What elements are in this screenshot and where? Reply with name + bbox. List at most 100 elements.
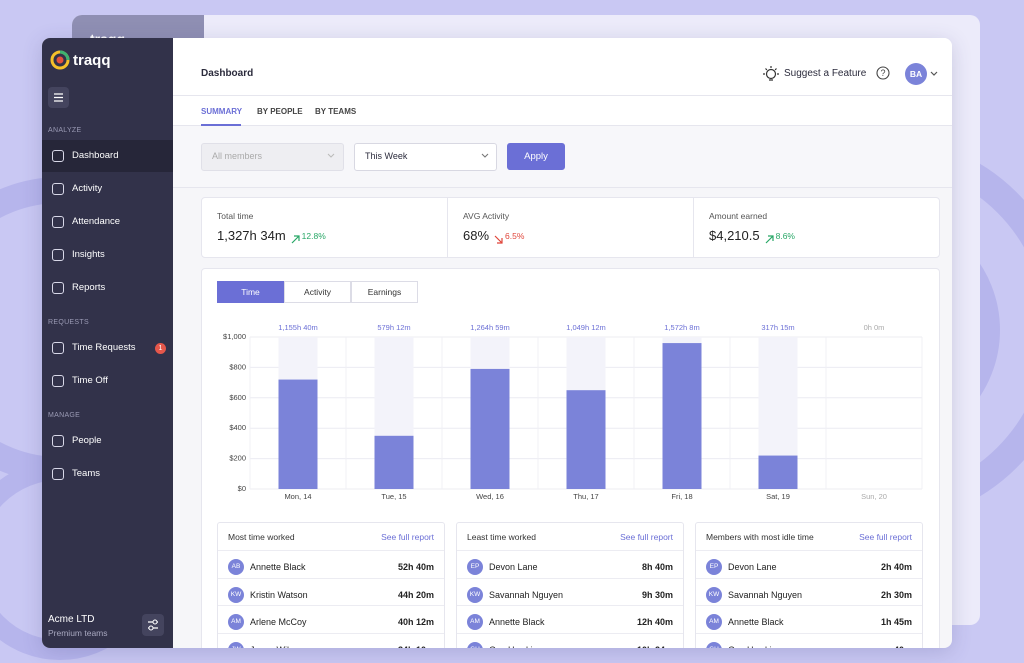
y-tick-label: $0 xyxy=(238,484,246,493)
chart-tab-box[interactable] xyxy=(217,281,284,303)
svg-text:?: ? xyxy=(880,68,885,78)
apply-button[interactable]: Apply xyxy=(507,143,565,170)
trend-arrow xyxy=(291,231,300,244)
nav-item[interactable]: Attendance xyxy=(72,216,121,227)
row-name: Savannah Nguyen xyxy=(728,589,803,600)
nav-item[interactable]: Activity xyxy=(72,183,103,194)
row-name: Annette Black xyxy=(728,617,784,627)
stat-value: 1,327h 34m xyxy=(217,228,286,243)
user-avatar[interactable]: BA xyxy=(905,63,927,85)
list-link[interactable]: See full report xyxy=(381,532,434,542)
row-time: 44h 20m xyxy=(397,589,434,600)
trend-arrow xyxy=(765,231,774,244)
row-time: 2h 30m xyxy=(880,589,912,600)
settings-button[interactable] xyxy=(142,614,164,636)
row-divider xyxy=(218,632,444,634)
list-title: Least time worked xyxy=(467,532,536,542)
list-link[interactable]: See full report xyxy=(620,532,673,542)
stat-label: AVG Activity xyxy=(463,211,510,221)
row-name: Annette Black xyxy=(489,617,545,627)
row-divider xyxy=(457,605,683,606)
row-divider xyxy=(218,550,444,551)
row-avatar: JW xyxy=(228,641,244,648)
row-avatar: EP xyxy=(467,559,483,575)
nav-item[interactable]: Time Requests xyxy=(72,342,136,353)
row-divider xyxy=(457,550,683,551)
row-avatar: GH xyxy=(706,641,722,648)
nav-item[interactable]: Reports xyxy=(72,282,106,293)
nav-item[interactable]: Time Off xyxy=(72,375,108,386)
nav-icon xyxy=(52,435,64,447)
row-name: Devon Lane xyxy=(728,562,777,572)
nav-item[interactable]: Insights xyxy=(72,249,105,260)
tab[interactable]: BY TEAMS xyxy=(315,107,357,116)
row-avatar: AM xyxy=(706,614,722,630)
row-time: 40m xyxy=(894,645,912,648)
chart-tab-box[interactable] xyxy=(284,281,351,303)
bar-top-label: 1,049h 12m xyxy=(566,323,606,332)
row-time: 9h 30m xyxy=(641,589,673,600)
logo xyxy=(50,50,70,70)
members-select[interactable] xyxy=(201,143,344,171)
bar xyxy=(566,390,606,489)
row-name: Guy Hawkins xyxy=(728,645,781,648)
nav-item[interactable]: Teams xyxy=(72,468,100,479)
list-card: Least time worked See full report EP Devon … xyxy=(456,522,684,648)
chart-tab[interactable]: Earnings xyxy=(367,287,402,297)
list-card: Most time worked See full report AB Annette… xyxy=(217,522,445,648)
nav-icon xyxy=(52,375,64,387)
menu-button[interactable] xyxy=(48,87,69,108)
row-name: Kristin Watson xyxy=(250,589,308,600)
nav-icon xyxy=(52,183,64,195)
bar-top-label: 1,155h 40m xyxy=(278,323,318,332)
period-select[interactable] xyxy=(354,143,497,171)
row-time: 34h 10m xyxy=(398,645,434,648)
section-title: ANALYZE xyxy=(48,127,82,134)
suggest-feature[interactable]: Suggest a Feature xyxy=(784,68,867,79)
row-time: 52h 40m xyxy=(397,562,434,572)
row-time: 10h 24m xyxy=(637,645,673,648)
y-tick-label: $800 xyxy=(229,362,246,371)
stat-label: Total time xyxy=(217,211,254,221)
stat-label: Amount earned xyxy=(709,211,768,221)
list-card: Members with most idle time See full repo… xyxy=(695,522,923,648)
row-avatar: KW xyxy=(467,586,483,603)
period-value: This Week xyxy=(365,151,408,161)
bar xyxy=(374,435,414,489)
x-tick-label: Sat, 19 xyxy=(766,492,790,501)
badge: 1 xyxy=(155,343,166,354)
row-avatar: AB xyxy=(228,559,244,575)
row-divider xyxy=(696,605,922,606)
bar xyxy=(662,343,702,489)
nav-item[interactable]: People xyxy=(72,435,102,446)
list-title: Members with most idle time xyxy=(706,532,814,542)
row-time: 1h 45m xyxy=(880,617,912,627)
stat-value: $4,210.5 xyxy=(709,228,760,243)
help-icon[interactable]: ? xyxy=(876,66,890,80)
tab[interactable]: SUMMARY xyxy=(201,107,243,116)
row-name: Guy Hawkins xyxy=(489,645,542,648)
chart-tab[interactable]: Time xyxy=(241,287,260,297)
nav-icon xyxy=(52,282,64,294)
row-divider xyxy=(696,577,922,579)
nav-icon xyxy=(52,150,64,162)
bar xyxy=(758,455,798,489)
row-time: 8h 40m xyxy=(641,562,673,572)
chart-tab[interactable]: Activity xyxy=(304,287,331,297)
row-divider xyxy=(457,632,683,634)
chevron xyxy=(930,71,938,76)
section-title: MANAGE xyxy=(48,412,81,419)
row-avatar: KW xyxy=(706,586,722,603)
bar-top-label: 1,572h 8m xyxy=(664,323,699,332)
chart-tab-box[interactable] xyxy=(351,281,418,303)
row-divider xyxy=(696,632,922,634)
tab[interactable]: BY PEOPLE xyxy=(257,107,303,116)
bar-top-label: 317h 15m xyxy=(761,323,794,332)
stat-change: 12.8% xyxy=(301,231,326,241)
brand: traqq xyxy=(73,52,111,69)
members-value: All members xyxy=(212,151,263,161)
x-tick-label: Mon, 14 xyxy=(284,492,311,501)
nav-item[interactable]: Dashboard xyxy=(72,150,119,161)
list-link[interactable]: See full report xyxy=(859,532,912,542)
nav-icon xyxy=(52,468,64,480)
